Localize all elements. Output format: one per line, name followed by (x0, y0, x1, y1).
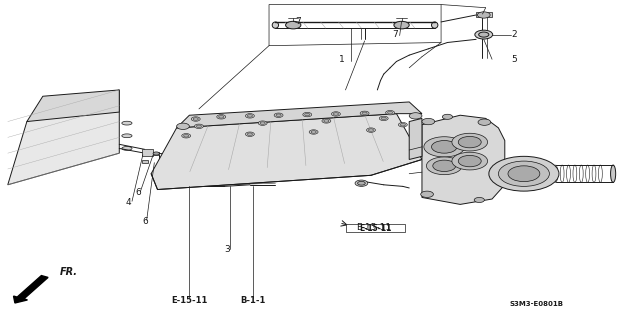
Circle shape (380, 116, 388, 121)
Circle shape (409, 113, 422, 119)
Polygon shape (422, 115, 505, 204)
Circle shape (431, 141, 457, 153)
Polygon shape (177, 102, 422, 128)
Text: FR.: FR. (60, 267, 78, 277)
Ellipse shape (272, 22, 278, 28)
Circle shape (322, 119, 331, 123)
Circle shape (195, 124, 204, 129)
Text: 7: 7 (295, 18, 301, 26)
Circle shape (196, 125, 202, 128)
Circle shape (285, 21, 301, 29)
Circle shape (367, 128, 376, 132)
Circle shape (479, 32, 489, 37)
Circle shape (246, 132, 254, 137)
Text: E-15-11: E-15-11 (356, 223, 392, 232)
Circle shape (246, 114, 254, 118)
Text: 1: 1 (339, 56, 345, 64)
Circle shape (258, 121, 267, 125)
Text: 5: 5 (511, 56, 517, 64)
Ellipse shape (61, 132, 76, 138)
Text: S3M3-E0801B: S3M3-E0801B (509, 301, 564, 307)
Circle shape (398, 122, 407, 127)
Circle shape (153, 152, 159, 155)
Circle shape (184, 135, 189, 137)
Text: 6: 6 (136, 188, 141, 197)
Text: E-15-11: E-15-11 (359, 224, 392, 233)
Circle shape (303, 112, 312, 117)
Circle shape (394, 21, 409, 29)
Circle shape (452, 133, 488, 151)
Polygon shape (151, 114, 422, 189)
Circle shape (311, 131, 316, 133)
Circle shape (388, 111, 393, 114)
Circle shape (475, 30, 493, 39)
Text: 4: 4 (126, 198, 132, 207)
Circle shape (426, 157, 462, 175)
Text: B-1-1: B-1-1 (241, 296, 266, 305)
Circle shape (276, 114, 281, 116)
Circle shape (422, 118, 435, 125)
Circle shape (442, 114, 452, 119)
Circle shape (305, 113, 310, 116)
Circle shape (433, 160, 456, 172)
Ellipse shape (54, 129, 83, 141)
Text: 3: 3 (225, 245, 230, 254)
Circle shape (499, 161, 549, 186)
Circle shape (489, 156, 559, 191)
Text: 2: 2 (511, 30, 517, 39)
Circle shape (400, 123, 405, 126)
Circle shape (309, 130, 318, 134)
Ellipse shape (122, 146, 132, 150)
Ellipse shape (27, 133, 55, 145)
Circle shape (477, 12, 490, 18)
Circle shape (177, 123, 189, 130)
Bar (153, 152, 159, 155)
Circle shape (247, 133, 252, 136)
Text: 6: 6 (142, 217, 148, 226)
Circle shape (362, 112, 367, 115)
Circle shape (508, 166, 540, 182)
Ellipse shape (611, 165, 616, 182)
Ellipse shape (122, 121, 132, 125)
Circle shape (452, 152, 488, 170)
Circle shape (474, 197, 484, 203)
Circle shape (333, 113, 339, 115)
Circle shape (360, 111, 369, 115)
Ellipse shape (122, 134, 132, 138)
Circle shape (478, 119, 491, 125)
Circle shape (386, 110, 394, 115)
Text: E-15-11: E-15-11 (171, 296, 207, 305)
Circle shape (193, 118, 198, 120)
Circle shape (191, 117, 200, 121)
Bar (141, 160, 148, 163)
Circle shape (260, 122, 265, 124)
Ellipse shape (34, 136, 48, 142)
Circle shape (182, 134, 191, 138)
Circle shape (217, 115, 226, 119)
Polygon shape (8, 90, 119, 185)
Circle shape (424, 137, 465, 157)
Circle shape (247, 115, 252, 117)
Circle shape (274, 113, 283, 117)
Polygon shape (27, 90, 119, 122)
Bar (141, 149, 153, 156)
Ellipse shape (431, 22, 438, 28)
FancyBboxPatch shape (346, 224, 404, 232)
Circle shape (458, 155, 481, 167)
FancyArrow shape (13, 276, 48, 303)
Bar (476, 12, 492, 17)
Circle shape (355, 180, 368, 186)
Circle shape (420, 191, 433, 197)
Polygon shape (409, 118, 422, 160)
Circle shape (458, 137, 481, 148)
Circle shape (358, 181, 365, 185)
Circle shape (324, 120, 329, 122)
Circle shape (219, 115, 224, 118)
Ellipse shape (83, 127, 108, 137)
Circle shape (369, 129, 374, 131)
Circle shape (332, 112, 340, 116)
Text: 7: 7 (392, 30, 398, 39)
Circle shape (381, 117, 387, 120)
Ellipse shape (90, 129, 102, 134)
